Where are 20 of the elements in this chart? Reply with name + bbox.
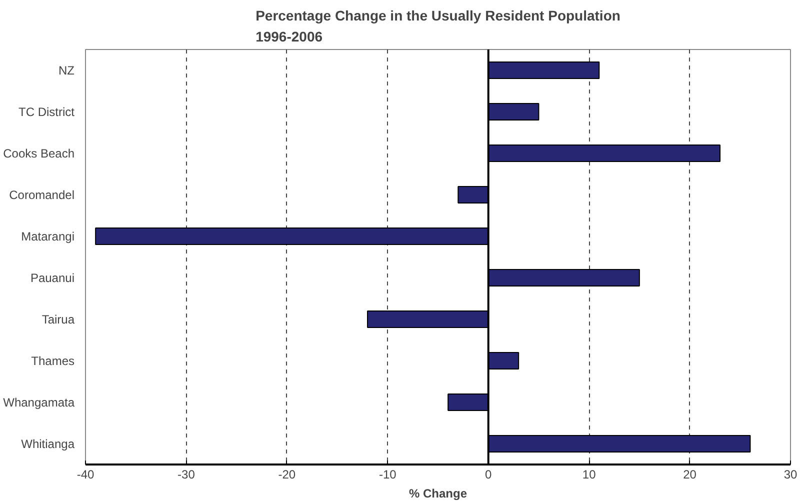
y-tick-label: NZ: [58, 63, 75, 78]
y-tick-label: Matarangi: [21, 229, 75, 244]
y-tick-label: Tairua: [42, 312, 75, 326]
y-tick-label: TC District: [18, 104, 76, 119]
x-tick-label: 0: [485, 468, 492, 482]
y-tick-label: Pauanui: [30, 270, 75, 285]
y-tick-label: Whitianga: [21, 436, 75, 451]
x-tick-label: 10: [582, 468, 596, 482]
y-tick-label: Coromandel: [9, 188, 75, 202]
y-tick-label: Cooks Beach: [3, 146, 74, 160]
x-axis-title: % Change: [408, 486, 468, 500]
y-tick-label: Thames: [31, 354, 75, 368]
x-tick-label: 20: [683, 468, 697, 482]
y-tick-label: Whangamata: [3, 395, 75, 410]
x-tick-label: -20: [278, 468, 296, 482]
x-tick-label: 30: [784, 468, 798, 482]
x-tick-label: -10: [378, 468, 397, 482]
x-tick-label: -30: [178, 468, 196, 482]
x-tick-label: -40: [76, 468, 94, 482]
chart-title: Percentage Change in the Usually Resident Population 1996-2006: [256, 8, 620, 44]
